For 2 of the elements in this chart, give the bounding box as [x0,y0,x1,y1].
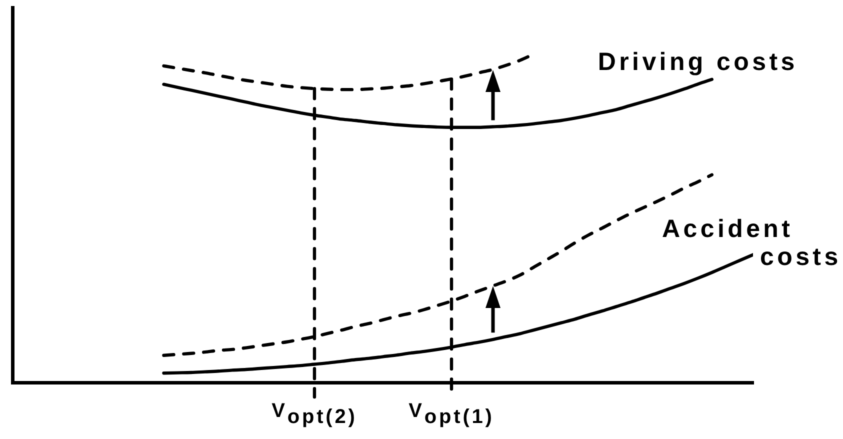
series-label: Driving costs [598,48,798,76]
series-label: Accident costs [662,214,842,271]
